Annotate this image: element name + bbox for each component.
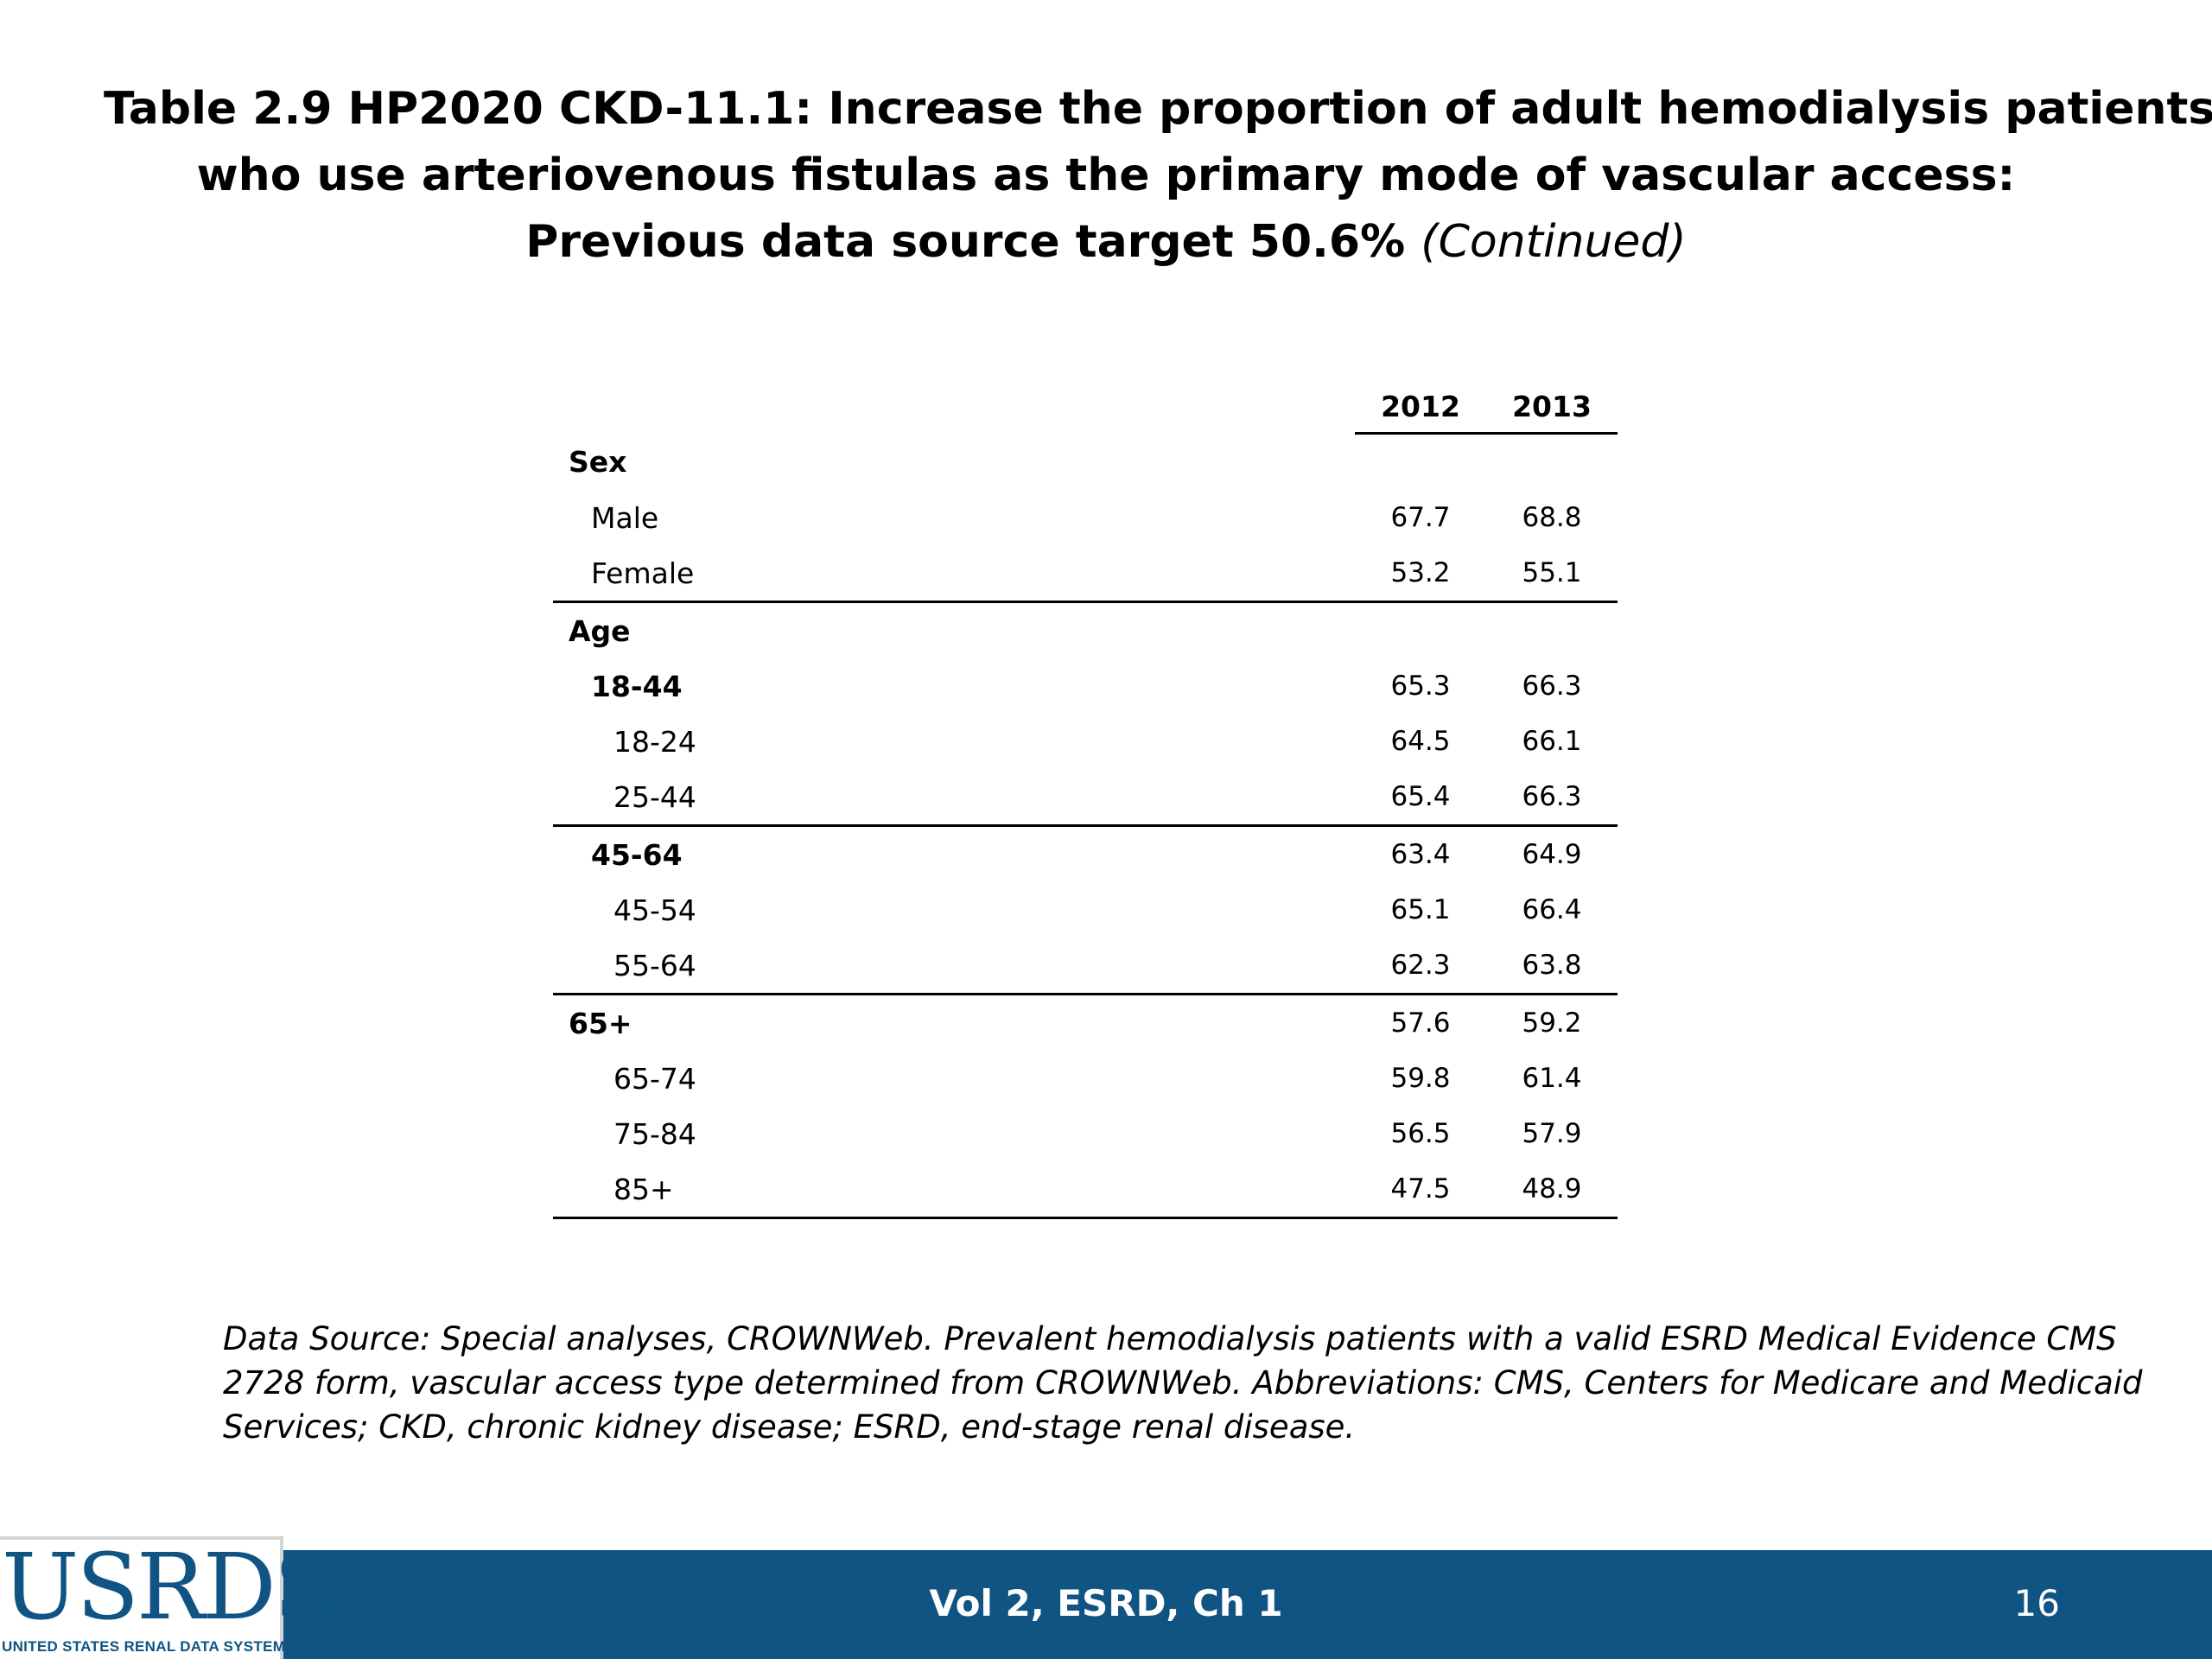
row-label: Male	[591, 500, 659, 535]
row-label: 45-54	[613, 893, 696, 927]
table-row: 85+ 47.5 48.9	[553, 1161, 1618, 1219]
data-source-note: Data Source: Special analyses, CROWNWeb.…	[223, 1317, 2143, 1449]
cell-2012	[1355, 602, 1486, 659]
table-row: 25-44 65.4 66.3	[553, 769, 1618, 827]
cell-2013: 61.4	[1522, 1063, 1582, 1094]
table-row: Female 53.2 55.1	[553, 545, 1618, 603]
cell-2012: 56.5	[1390, 1118, 1451, 1149]
column-header-2012: 2012	[1355, 370, 1486, 435]
row-label: 55-64	[553, 938, 1355, 995]
cell-2012: 65.4	[1355, 769, 1486, 827]
row-label: Age	[569, 613, 631, 648]
logo-subtitle: UNITED STATES RENAL DATA SYSTEM	[2, 1638, 286, 1655]
slide-title: Table 2.9 HP2020 CKD-11.1: Increase the …	[104, 76, 2212, 276]
cell-2013: 48.9	[1486, 1161, 1618, 1219]
row-label: Sex	[569, 444, 627, 479]
title-line-3-text: Previous data source target 50.6%	[525, 216, 1406, 268]
row-label: 65+	[569, 1006, 632, 1040]
row-label: 18-24	[613, 724, 696, 759]
cell-2012: 57.6	[1390, 1007, 1451, 1039]
cell-2013	[1486, 602, 1618, 659]
table-row: Age	[553, 602, 1618, 659]
title-line-1: Table 2.9 HP2020 CKD-11.1: Increase the …	[104, 83, 2212, 135]
cell-2013: 66.3	[1486, 769, 1618, 827]
table-row: 75-84 56.5 57.9	[553, 1106, 1618, 1161]
row-label: 25-44	[553, 769, 1355, 827]
table-row: 18-44 65.3 66.3	[553, 658, 1618, 714]
cell-2013: 68.8	[1522, 502, 1582, 533]
cell-2012: 59.8	[1390, 1063, 1451, 1094]
note-line-1: Data Source: Special analyses, CROWNWeb.…	[223, 1320, 2117, 1357]
cell-2012: 63.4	[1390, 839, 1451, 870]
cell-2012: 53.2	[1355, 545, 1486, 603]
note-line-3: Services; CKD, chronic kidney disease; E…	[223, 1408, 1356, 1446]
footer-bar	[0, 1550, 2212, 1659]
cell-2012: 47.5	[1355, 1161, 1486, 1219]
row-label: 75-84	[613, 1116, 696, 1151]
row-label: Female	[553, 545, 1355, 603]
row-label: 65-74	[613, 1061, 696, 1096]
data-table: 2012 2013 Sex Male 67.7 68.8 Female 53.2…	[553, 370, 1618, 1219]
cell-2012: 62.3	[1355, 938, 1486, 995]
table-row: 55-64 62.3 63.8	[553, 938, 1618, 995]
cell-2013: 66.4	[1522, 894, 1582, 925]
table-row: 45-64 63.4 64.9	[553, 826, 1618, 883]
row-label: 18-44	[591, 669, 683, 703]
cell-2013: 66.1	[1522, 726, 1582, 757]
cell-2013	[1486, 434, 1618, 491]
cell-2013: 55.1	[1486, 545, 1618, 603]
cell-2012: 64.5	[1390, 726, 1451, 757]
row-label: 45-64	[591, 837, 683, 872]
cell-2013: 63.8	[1486, 938, 1618, 995]
column-header-2013: 2013	[1486, 370, 1618, 435]
title-continued: (Continued)	[1421, 216, 1687, 268]
table-row: 18-24 64.5 66.1	[553, 714, 1618, 769]
table-row: 65+ 57.6 59.2	[553, 995, 1618, 1052]
cell-2013: 64.9	[1522, 839, 1582, 870]
logo-wordmark: USRDS	[2, 1534, 336, 1640]
table-row: 65-74 59.8 61.4	[553, 1051, 1618, 1106]
row-label: 85+	[553, 1161, 1355, 1219]
table-header-row: 2012 2013	[553, 370, 1618, 435]
title-line-3: Previous data source target 50.6% (Conti…	[104, 209, 2108, 276]
cell-2012	[1355, 434, 1486, 491]
page-number: 16	[2013, 1582, 2060, 1624]
cell-2012: 65.1	[1390, 894, 1451, 925]
table-row: 45-54 65.1 66.4	[553, 882, 1618, 938]
note-line-2: 2728 form, vascular access type determin…	[223, 1364, 2143, 1402]
cell-2012: 67.7	[1390, 502, 1451, 533]
cell-2013: 57.9	[1522, 1118, 1582, 1149]
usrds-logo: USRDS UNITED STATES RENAL DATA SYSTEM	[0, 1536, 336, 1659]
cell-2013: 66.3	[1522, 671, 1582, 702]
table-row: Sex	[553, 434, 1618, 491]
table-row: Male 67.7 68.8	[553, 490, 1618, 545]
header-blank	[553, 370, 1355, 434]
footer-chapter-label: Vol 2, ESRD, Ch 1	[929, 1582, 1283, 1624]
cell-2013: 59.2	[1522, 1007, 1582, 1039]
cell-2012: 65.3	[1390, 671, 1451, 702]
title-line-2: who use arteriovenous fistulas as the pr…	[196, 149, 2016, 201]
